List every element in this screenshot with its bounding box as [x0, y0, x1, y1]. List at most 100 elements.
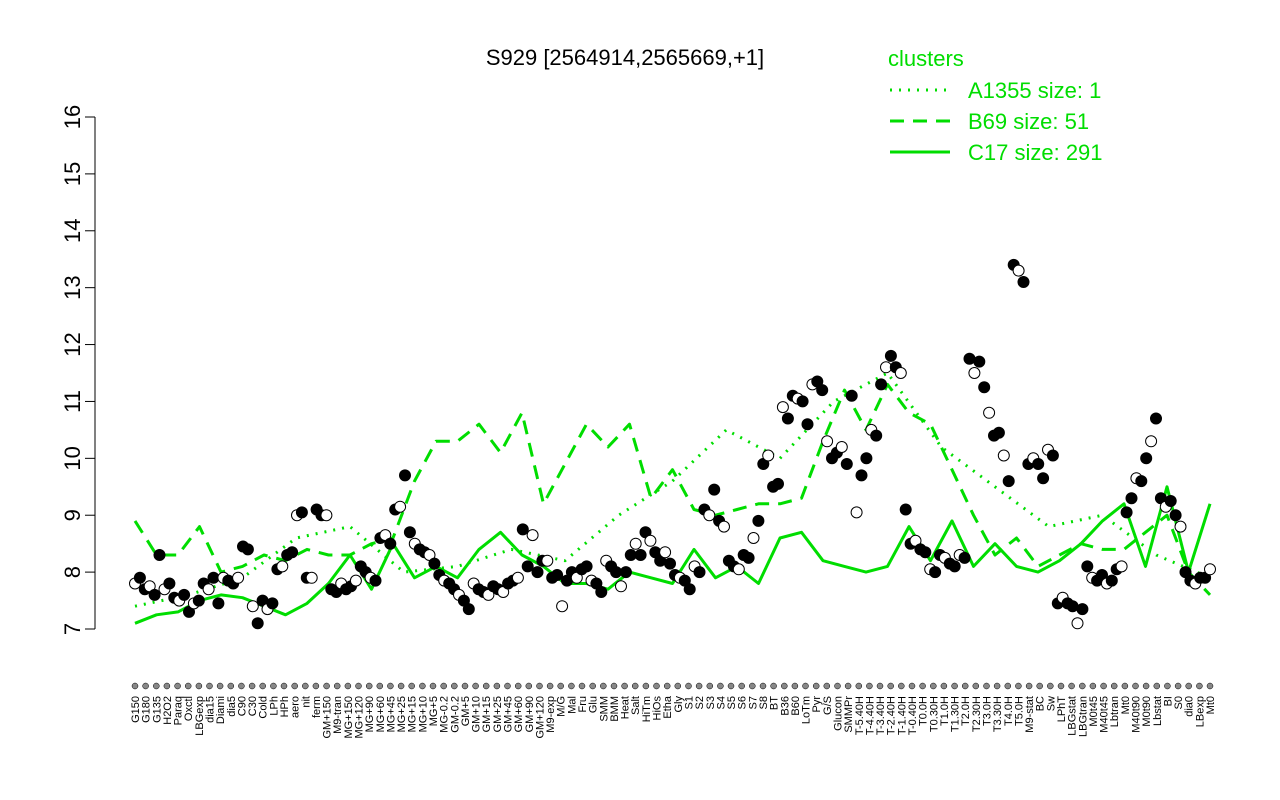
x-tick-label: T3.30H	[992, 696, 1004, 732]
x-tick-label: Paraq	[173, 696, 185, 725]
rug-mark	[493, 682, 501, 690]
data-points	[129, 258, 1216, 630]
rug-mark	[610, 682, 618, 690]
data-point	[276, 560, 289, 573]
y-tick-label: 7	[60, 623, 85, 635]
x-tick-label: Glu	[588, 696, 600, 713]
x-tick-label: Lbstat	[1152, 696, 1164, 726]
rug-mark	[844, 682, 852, 690]
rug-mark	[1206, 682, 1214, 690]
x-tick-label: T-2.40H	[886, 696, 898, 735]
rug-mark	[238, 682, 245, 690]
rug-mark	[908, 682, 916, 690]
rug-mark	[717, 682, 724, 690]
x-tick-label: dia15	[205, 696, 217, 723]
rug-mark	[642, 682, 650, 690]
data-point	[1169, 509, 1182, 522]
x-tick-label: T4.0H	[1003, 696, 1015, 726]
data-point	[919, 546, 932, 559]
x-tick-label: T1.0H	[939, 696, 951, 726]
rug-mark	[546, 682, 554, 690]
x-tick-label: M9-stat	[1024, 696, 1036, 733]
rug-mark	[1100, 682, 1107, 690]
data-point	[1150, 412, 1162, 425]
data-point	[1066, 600, 1079, 613]
rug-mark	[802, 682, 809, 690]
y-tick-label: 16	[60, 105, 85, 129]
rug-mark	[759, 682, 767, 690]
rug-mark	[568, 682, 575, 690]
data-point	[153, 549, 166, 561]
rug-mark	[781, 682, 788, 690]
x-tick-label: Pyr	[811, 696, 823, 713]
data-point	[212, 597, 225, 610]
x-tick-label: SMM	[598, 696, 610, 722]
series-line-solid	[134, 485, 1212, 625]
data-point	[629, 537, 642, 550]
data-point	[752, 514, 765, 527]
rug-mark	[876, 682, 884, 690]
rug-mark	[482, 682, 490, 690]
x-tick-label: T5.0H	[1013, 696, 1025, 726]
legend-entry-label: A1355 size: 1	[968, 78, 1101, 103]
x-tick-label: nit	[300, 696, 312, 708]
data-point	[644, 534, 657, 547]
data-point	[703, 509, 716, 522]
rug-mark	[440, 682, 447, 690]
rug-mark	[376, 682, 384, 690]
x-tick-label: Diami	[215, 696, 227, 724]
x-tick-label: T2.30H	[971, 696, 983, 732]
data-point	[821, 435, 834, 448]
data-point	[511, 571, 524, 584]
rug-mark	[1079, 682, 1086, 690]
x-tick-label: B60	[790, 696, 802, 716]
rug-mark	[461, 682, 469, 690]
x-tick-label: dia0	[1184, 696, 1196, 717]
rug-mark	[695, 682, 703, 690]
x-tick-label: MG+120	[354, 696, 366, 739]
data-point	[997, 449, 1010, 462]
data-point	[580, 560, 593, 573]
data-point	[349, 574, 362, 587]
data-point	[1071, 617, 1084, 630]
x-tick-label: MG+5	[428, 696, 440, 726]
rug-mark	[621, 682, 628, 690]
rug-mark	[972, 682, 980, 690]
data-point	[251, 617, 264, 630]
rug-mark	[663, 682, 671, 690]
rug-mark	[951, 682, 958, 690]
data-point	[399, 469, 411, 482]
rug-mark	[1015, 682, 1022, 690]
rug-mark	[1121, 682, 1129, 690]
x-tick-label: GM+5	[460, 696, 472, 726]
data-point	[1204, 563, 1216, 576]
x-tick-label: G180	[141, 696, 153, 723]
data-point	[683, 583, 696, 596]
x-tick-label: GM+60	[513, 696, 525, 732]
data-point	[1032, 458, 1045, 470]
x-tick-label: MG+60	[375, 696, 387, 732]
x-tick-label: SMMPr	[843, 696, 855, 733]
x-tick-label: Oxctl	[183, 696, 195, 721]
rug-mark	[397, 682, 405, 690]
rug-mark	[1164, 682, 1171, 690]
x-tick-label: M40t45	[1099, 696, 1111, 733]
x-tick-label: MG-0.2	[439, 696, 451, 733]
data-point	[619, 566, 632, 579]
x-tick-label: Lbtran	[1109, 696, 1121, 727]
data-point	[958, 551, 971, 564]
rug-mark	[1110, 682, 1118, 690]
rug-mark	[940, 682, 948, 690]
x-tick-label: S0	[1173, 696, 1185, 709]
y-tick-label: 10	[60, 446, 85, 470]
rug-mark	[131, 682, 139, 690]
rug-mark	[1185, 682, 1192, 690]
x-tick-label: G150	[130, 696, 142, 723]
x-tick-label: Sw	[1045, 696, 1057, 711]
data-point	[551, 569, 564, 581]
data-point	[1164, 495, 1177, 507]
rug-mark	[206, 682, 213, 690]
x-tick-label: G/S	[822, 696, 834, 715]
x-tick-label: G135	[151, 696, 163, 723]
x-tick-label: M/G	[556, 696, 568, 717]
